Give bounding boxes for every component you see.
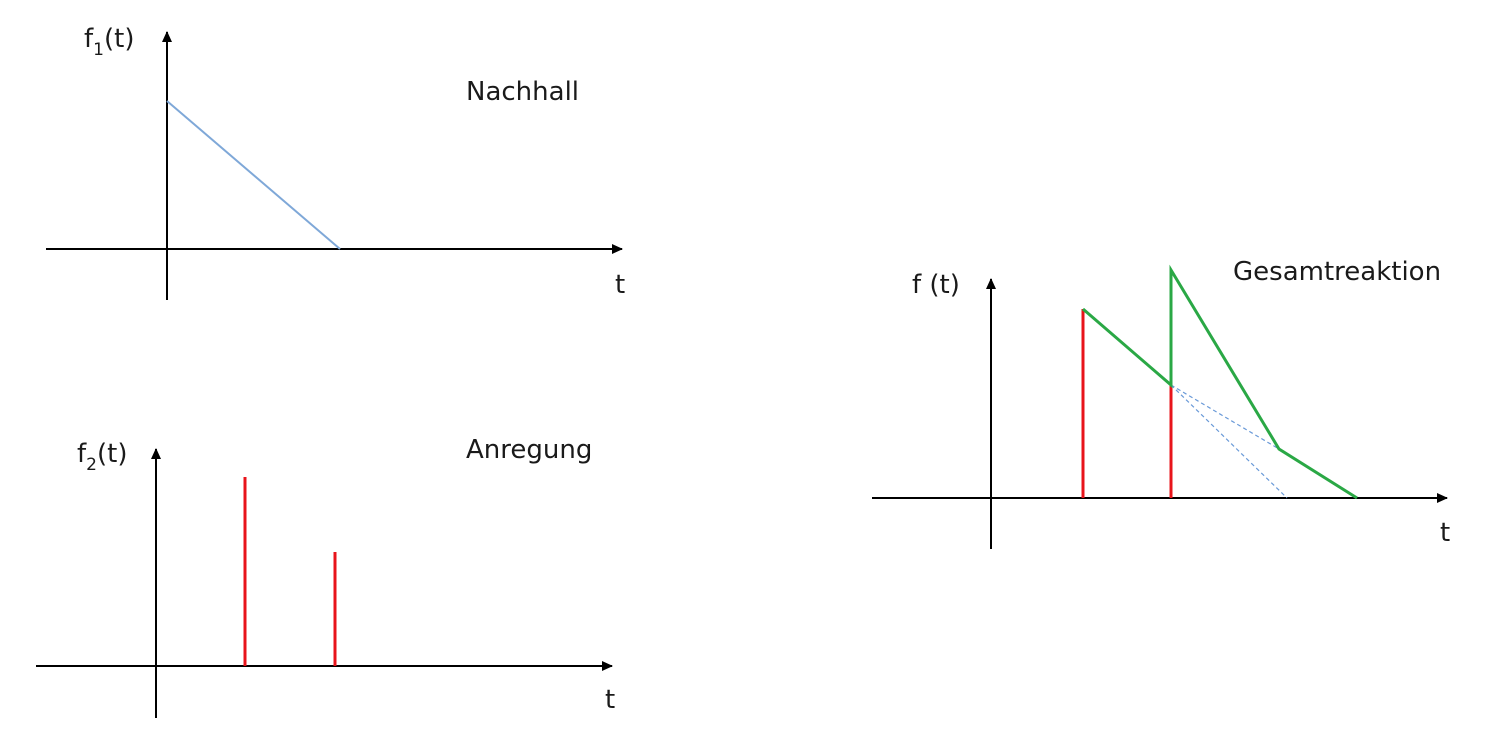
x-axis-label: t (615, 270, 625, 300)
component-decay-2-dashed (1170, 384, 1280, 450)
y-axis-label-f: f (84, 24, 94, 54)
total-response-line (1082, 264, 1358, 500)
y-axis-label-argument: (t) (104, 24, 134, 54)
panel-nachhall: f1(t) t Nachhall (46, 24, 625, 300)
component-decay-1-dashed (1170, 384, 1288, 499)
panel-title: Gesamtreaktion (1233, 257, 1441, 287)
y-axis-label-subscript: 2 (86, 455, 97, 475)
decay-line (166, 100, 341, 250)
panel-title: Anregung (466, 435, 592, 465)
panel-gesamtreaktion: f (t) t Gesamtreaktion (872, 257, 1450, 549)
y-axis-label-f: f (77, 439, 87, 469)
y-axis-label: f (t) (912, 270, 960, 300)
y-axis-label-subscript: 1 (93, 40, 104, 60)
y-axis-label: f2(t) (77, 439, 127, 475)
panel-anregung: f2(t) t Anregung (36, 435, 615, 718)
y-axis-label-argument: (t) (97, 439, 127, 469)
x-axis-label: t (1440, 518, 1450, 548)
y-axis-label: f1(t) (84, 24, 134, 60)
panel-title: Nachhall (466, 77, 579, 107)
x-axis-label: t (605, 685, 615, 715)
